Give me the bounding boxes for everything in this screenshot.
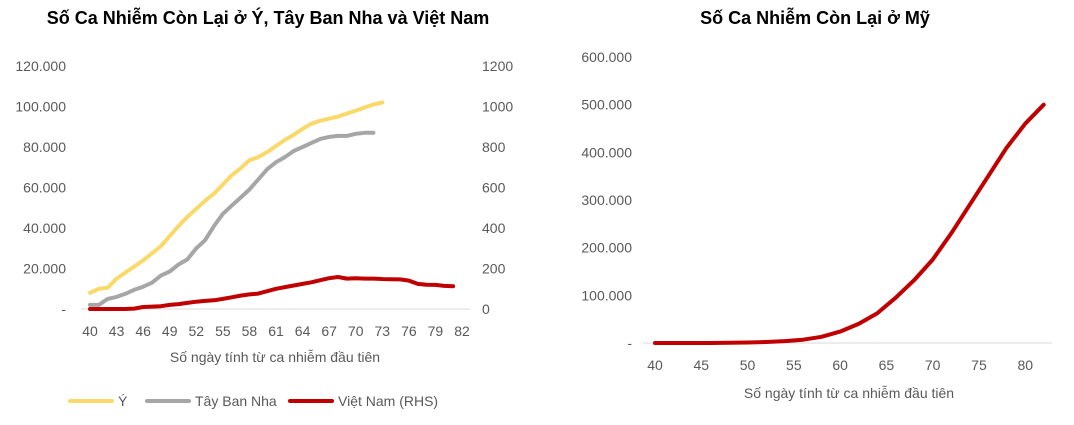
left-y-tick-label: 120.000 xyxy=(15,58,66,74)
right-y-tick-label: 100.000 xyxy=(581,287,632,303)
right-x-tick-label: 50 xyxy=(740,357,756,373)
left-x-tick-label: 76 xyxy=(401,323,417,339)
right-y-tick-label: 500.000 xyxy=(581,97,632,113)
right-axis-tick-label: 1200 xyxy=(482,58,513,74)
right-axis-tick-label: 800 xyxy=(482,139,506,155)
right-axis-tick-label: 400 xyxy=(482,220,506,236)
left-x-tick-label: 61 xyxy=(268,323,284,339)
right-y-axis-ticks: - 100.000 200.000 300.000 400.000 500.000 600.… xyxy=(581,49,632,351)
right-y-tick-label: 300.000 xyxy=(581,192,632,208)
left-x-tick-label: 46 xyxy=(135,323,151,339)
left-x-tick-label: 82 xyxy=(454,323,470,339)
left-x-tick-label: 55 xyxy=(215,323,231,339)
left-chart-title: Số Ca Nhiễm Còn Lại ở Ý, Tây Ban Nha và … xyxy=(47,7,490,28)
right-y-tick-label: 400.000 xyxy=(581,144,632,160)
legend-label: Ý xyxy=(118,393,128,409)
left-y-tick-label: 100.000 xyxy=(15,99,66,115)
left-y-tick-label: - xyxy=(61,301,66,317)
left-x-tick-label: 43 xyxy=(109,323,125,339)
left-x-tick-label: 40 xyxy=(82,323,98,339)
right-series-group xyxy=(653,102,1046,345)
right-y-tick-label: 600.000 xyxy=(581,49,632,65)
left-x-tick-label: 79 xyxy=(428,323,444,339)
right-x-tick-label: 45 xyxy=(693,357,709,373)
left-y-tick-label: 40.000 xyxy=(23,220,66,236)
left-x-tick-label: 73 xyxy=(374,323,390,339)
left-x-tick-label: 67 xyxy=(321,323,337,339)
right-x-axis-ticks: 40 45 50 55 60 65 70 75 80 xyxy=(647,357,1033,373)
legend-label: Việt Nam (RHS) xyxy=(338,393,438,409)
left-x-tick-label: 70 xyxy=(348,323,364,339)
right-x-tick-label: 70 xyxy=(925,357,941,373)
left-x-tick-label: 64 xyxy=(295,323,311,339)
right-y-tick-label: 200.000 xyxy=(581,240,632,256)
right-x-tick-label: 55 xyxy=(786,357,802,373)
legend-item-2: Việt Nam (RHS) xyxy=(288,393,438,409)
us-series-line xyxy=(653,102,1046,345)
right-axis-tick-label: 600 xyxy=(482,180,506,196)
series-line-1 xyxy=(88,130,376,307)
legend-item-1: Tây Ban Nha xyxy=(145,393,277,409)
right-axis-tick-label: 0 xyxy=(482,301,490,317)
right-x-tick-label: 65 xyxy=(879,357,895,373)
left-x-tick-label: 52 xyxy=(188,323,204,339)
right-x-tick-label: 40 xyxy=(647,357,663,373)
legend-label: Tây Ban Nha xyxy=(195,393,277,409)
right-x-tick-label: 80 xyxy=(1017,357,1033,373)
series-line-2 xyxy=(88,275,456,311)
left-legend: Ý Tây Ban Nha Việt Nam (RHS) xyxy=(68,393,438,409)
left-y-axis-right-ticks: 0 200 400 600 800 1000 1200 xyxy=(482,58,513,317)
right-axis-tick-label: 1000 xyxy=(482,99,513,115)
right-chart-title: Số Ca Nhiễm Còn Lại ở Mỹ xyxy=(700,7,930,28)
left-x-axis-ticks: 40 43 46 49 52 55 58 61 64 67 70 73 76 79 82 xyxy=(82,323,470,339)
left-y-tick-label: 60.000 xyxy=(23,180,66,196)
right-axis-tick-label: 200 xyxy=(482,261,506,277)
left-x-axis-label: Số ngày tính từ ca nhiễm đầu tiên xyxy=(170,349,380,365)
right-x-tick-label: 60 xyxy=(832,357,848,373)
right-y-tick-label: - xyxy=(627,335,632,351)
left-x-tick-label: 49 xyxy=(162,323,178,339)
left-chart: Số Ca Nhiễm Còn Lại ở Ý, Tây Ban Nha và … xyxy=(15,7,513,409)
left-series-group xyxy=(88,100,456,311)
right-x-axis-label: Số ngày tính từ ca nhiễm đầu tiên xyxy=(744,385,954,401)
right-chart: Số Ca Nhiễm Còn Lại ở Mỹ - 100.000 200.000… xyxy=(581,7,1052,401)
left-y-tick-label: 20.000 xyxy=(23,261,66,277)
left-y-tick-label: 80.000 xyxy=(23,139,66,155)
series-line-0 xyxy=(88,100,385,295)
left-y-axis-left-ticks: - 20.000 40.000 60.000 80.000 100.000 120.000 xyxy=(15,58,66,317)
legend-item-0: Ý xyxy=(68,393,128,409)
left-x-tick-label: 58 xyxy=(242,323,258,339)
right-x-tick-label: 75 xyxy=(971,357,987,373)
